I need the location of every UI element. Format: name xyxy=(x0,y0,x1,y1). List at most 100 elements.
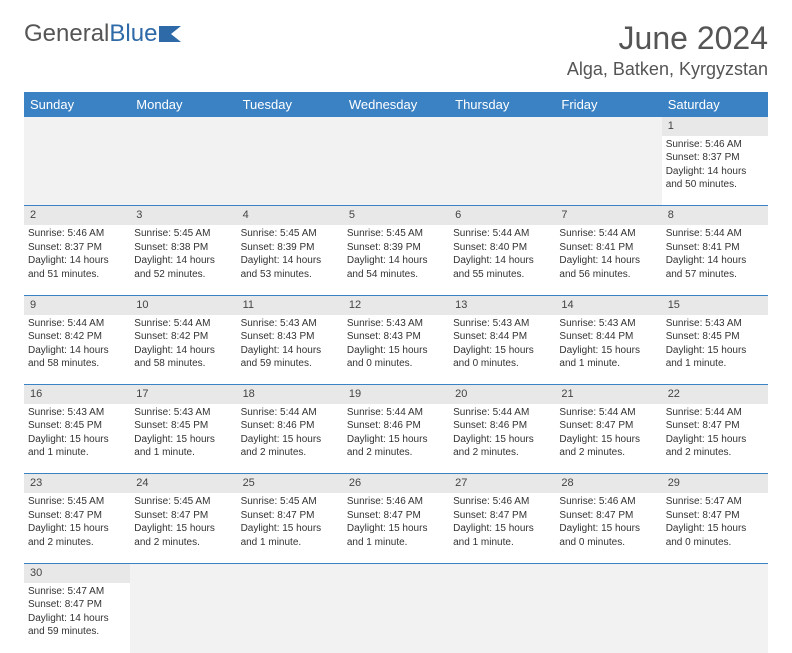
sunset-text: Sunset: 8:45 PM xyxy=(28,419,126,433)
sunrise-text: Sunrise: 5:44 AM xyxy=(666,227,764,241)
day-cell: Sunrise: 5:44 AMSunset: 8:41 PMDaylight:… xyxy=(662,225,768,295)
day-number-row: 1 xyxy=(24,117,768,136)
sunrise-text: Sunrise: 5:45 AM xyxy=(134,227,232,241)
day-number-row: 30 xyxy=(24,563,768,582)
day-cell xyxy=(237,136,343,206)
day-number: 6 xyxy=(455,209,461,221)
sunset-text: Sunset: 8:43 PM xyxy=(241,330,339,344)
sunrise-text: Sunrise: 5:46 AM xyxy=(28,227,126,241)
sunrise-text: Sunrise: 5:47 AM xyxy=(28,585,126,599)
sunrise-text: Sunrise: 5:44 AM xyxy=(559,406,657,420)
daylight-text: and 2 minutes. xyxy=(559,446,657,460)
daylight-text: and 2 minutes. xyxy=(453,446,551,460)
sunrise-text: Sunrise: 5:43 AM xyxy=(559,317,657,331)
day-number-cell: 18 xyxy=(237,385,343,404)
sunrise-text: Sunrise: 5:43 AM xyxy=(28,406,126,420)
day-number-cell xyxy=(24,117,130,136)
sunrise-text: Sunrise: 5:46 AM xyxy=(666,138,764,152)
day-cell: Sunrise: 5:44 AMSunset: 8:42 PMDaylight:… xyxy=(24,315,130,385)
day-number: 3 xyxy=(136,209,142,221)
day-header: Thursday xyxy=(449,92,555,117)
daylight-text: and 2 minutes. xyxy=(241,446,339,460)
daylight-text: and 54 minutes. xyxy=(347,268,445,282)
sunrise-text: Sunrise: 5:43 AM xyxy=(347,317,445,331)
day-cell xyxy=(130,583,236,653)
sunrise-text: Sunrise: 5:43 AM xyxy=(134,406,232,420)
day-number-cell: 17 xyxy=(130,385,236,404)
sunrise-text: Sunrise: 5:44 AM xyxy=(666,406,764,420)
sunset-text: Sunset: 8:42 PM xyxy=(28,330,126,344)
sunset-text: Sunset: 8:47 PM xyxy=(666,419,764,433)
day-cell: Sunrise: 5:43 AMSunset: 8:45 PMDaylight:… xyxy=(662,315,768,385)
day-cell: Sunrise: 5:45 AMSunset: 8:47 PMDaylight:… xyxy=(130,493,236,563)
day-number-row: 16171819202122 xyxy=(24,385,768,404)
day-number: 9 xyxy=(30,299,36,311)
daylight-text: Daylight: 15 hours xyxy=(453,433,551,447)
daylight-text: Daylight: 15 hours xyxy=(347,522,445,536)
day-cell: Sunrise: 5:43 AMSunset: 8:43 PMDaylight:… xyxy=(237,315,343,385)
sunrise-text: Sunrise: 5:43 AM xyxy=(666,317,764,331)
sunset-text: Sunset: 8:46 PM xyxy=(347,419,445,433)
day-cell xyxy=(449,136,555,206)
day-number-cell: 14 xyxy=(555,295,661,314)
sunrise-text: Sunrise: 5:46 AM xyxy=(453,495,551,509)
day-cell: Sunrise: 5:43 AMSunset: 8:44 PMDaylight:… xyxy=(555,315,661,385)
week-row: Sunrise: 5:46 AMSunset: 8:37 PMDaylight:… xyxy=(24,225,768,295)
day-number: 18 xyxy=(243,388,255,400)
daylight-text: Daylight: 15 hours xyxy=(453,344,551,358)
daylight-text: Daylight: 15 hours xyxy=(666,522,764,536)
day-number-cell: 13 xyxy=(449,295,555,314)
day-number-cell: 7 xyxy=(555,206,661,225)
day-cell xyxy=(237,583,343,653)
day-cell: Sunrise: 5:47 AMSunset: 8:47 PMDaylight:… xyxy=(24,583,130,653)
sunset-text: Sunset: 8:38 PM xyxy=(134,241,232,255)
sunset-text: Sunset: 8:47 PM xyxy=(134,509,232,523)
day-header: Tuesday xyxy=(237,92,343,117)
daylight-text: and 58 minutes. xyxy=(28,357,126,371)
daylight-text: Daylight: 15 hours xyxy=(666,433,764,447)
day-cell: Sunrise: 5:46 AMSunset: 8:47 PMDaylight:… xyxy=(449,493,555,563)
sunrise-text: Sunrise: 5:44 AM xyxy=(241,406,339,420)
day-number: 22 xyxy=(668,388,680,400)
day-header-row: Sunday Monday Tuesday Wednesday Thursday… xyxy=(24,92,768,117)
day-number-row: 2345678 xyxy=(24,206,768,225)
day-cell: Sunrise: 5:44 AMSunset: 8:42 PMDaylight:… xyxy=(130,315,236,385)
daylight-text: and 1 minute. xyxy=(347,536,445,550)
daylight-text: Daylight: 15 hours xyxy=(347,344,445,358)
day-header: Sunday xyxy=(24,92,130,117)
daylight-text: Daylight: 14 hours xyxy=(453,254,551,268)
sunset-text: Sunset: 8:47 PM xyxy=(28,598,126,612)
day-number: 25 xyxy=(243,477,255,489)
daylight-text: Daylight: 14 hours xyxy=(134,344,232,358)
day-cell: Sunrise: 5:43 AMSunset: 8:44 PMDaylight:… xyxy=(449,315,555,385)
daylight-text: and 1 minute. xyxy=(134,446,232,460)
day-cell: Sunrise: 5:45 AMSunset: 8:47 PMDaylight:… xyxy=(237,493,343,563)
sunset-text: Sunset: 8:42 PM xyxy=(134,330,232,344)
day-number-cell xyxy=(555,563,661,582)
day-header: Saturday xyxy=(662,92,768,117)
daylight-text: Daylight: 14 hours xyxy=(28,612,126,626)
daylight-text: Daylight: 14 hours xyxy=(28,254,126,268)
day-number-cell: 22 xyxy=(662,385,768,404)
day-cell xyxy=(555,583,661,653)
daylight-text: Daylight: 15 hours xyxy=(134,433,232,447)
day-number: 17 xyxy=(136,388,148,400)
day-number: 8 xyxy=(668,209,674,221)
daylight-text: Daylight: 14 hours xyxy=(134,254,232,268)
title-block: June 2024 Alga, Batken, Kyrgyzstan xyxy=(567,20,768,80)
sunrise-text: Sunrise: 5:46 AM xyxy=(559,495,657,509)
day-cell: Sunrise: 5:46 AMSunset: 8:37 PMDaylight:… xyxy=(24,225,130,295)
day-cell: Sunrise: 5:44 AMSunset: 8:46 PMDaylight:… xyxy=(237,404,343,474)
brand-part1: General xyxy=(24,20,109,48)
week-row: Sunrise: 5:45 AMSunset: 8:47 PMDaylight:… xyxy=(24,493,768,563)
sunset-text: Sunset: 8:39 PM xyxy=(347,241,445,255)
sunrise-text: Sunrise: 5:44 AM xyxy=(347,406,445,420)
daylight-text: and 58 minutes. xyxy=(134,357,232,371)
sunset-text: Sunset: 8:43 PM xyxy=(347,330,445,344)
daylight-text: Daylight: 14 hours xyxy=(28,344,126,358)
sunrise-text: Sunrise: 5:44 AM xyxy=(453,406,551,420)
day-number-cell: 25 xyxy=(237,474,343,493)
daylight-text: Daylight: 14 hours xyxy=(241,254,339,268)
sunset-text: Sunset: 8:46 PM xyxy=(453,419,551,433)
daylight-text: and 52 minutes. xyxy=(134,268,232,282)
